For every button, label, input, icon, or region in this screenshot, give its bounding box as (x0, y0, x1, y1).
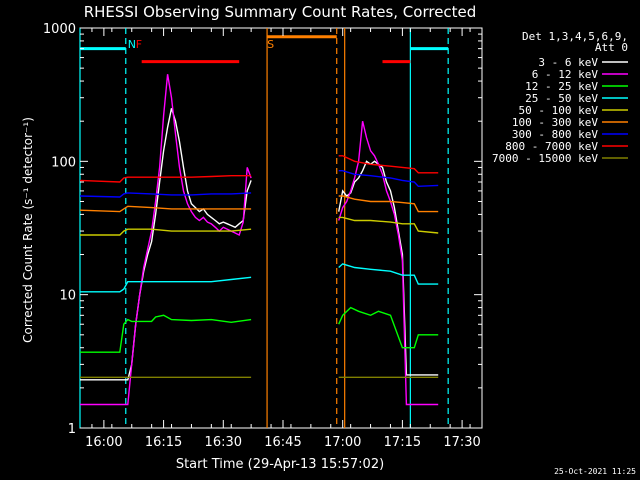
x-tick-label: 17:00 (324, 435, 361, 450)
y-tick-label: 1 (68, 422, 76, 437)
legend-item-label: 3 - 6 keV (538, 56, 598, 69)
series-line (79, 205, 252, 213)
annotation-label: F (136, 38, 142, 51)
legend-item-label: 50 - 100 keV (519, 104, 599, 117)
y-axis-label: Corrected Count Rate (s⁻¹ detector⁻¹) (21, 117, 35, 343)
x-axis-label: Start Time (29-Apr-13 15:57:02) (176, 457, 384, 472)
series-7 (79, 155, 439, 183)
legend-item-label: 12 - 25 keV (525, 80, 598, 93)
legend-item-label: 300 - 800 keV (512, 128, 598, 141)
series-line (338, 263, 439, 285)
x-tick-label: 17:30 (443, 435, 480, 450)
x-tick-label: 17:15 (384, 435, 421, 450)
series-3 (80, 263, 439, 293)
x-tick-label: 16:45 (264, 435, 301, 450)
series-line (80, 276, 252, 293)
series-4 (80, 216, 439, 236)
series-line (79, 174, 252, 183)
legend-item-label: 6 - 12 keV (532, 68, 599, 81)
legend-header-line2: Att 0 (595, 41, 628, 54)
footer-timestamp: 25-Oct-2021 11:25 (554, 467, 636, 476)
series-line (80, 314, 252, 353)
y-tick-label: 1000 (43, 22, 76, 37)
series-line (338, 121, 439, 406)
y-tick-label: 10 (59, 289, 76, 304)
legend-header-line1: Det 1,3,4,5,6,9, (522, 30, 628, 43)
annotation-label: S (267, 38, 274, 51)
annotation-label: N (128, 38, 136, 51)
x-axis: 16:00 16:15 16:30 16:45 17:00 17:15 17:30 (85, 28, 481, 450)
series-2 (80, 306, 439, 353)
y-tick-label: 100 (51, 155, 76, 170)
legend-item-label: 7000 - 15000 keV (492, 152, 598, 165)
series-line (338, 306, 439, 349)
series-line (79, 192, 252, 198)
x-tick-label: 16:15 (145, 435, 182, 450)
y-axis: 1 10 100 1000 (43, 22, 482, 437)
legend-item-label: 25 - 50 keV (525, 92, 598, 105)
series-line (80, 228, 252, 236)
legend-item-label: 100 - 300 keV (512, 116, 598, 129)
series-line (338, 169, 439, 188)
legend-item-label: 800 - 7000 keV (505, 140, 598, 153)
series-5 (79, 195, 439, 213)
series-6 (79, 169, 439, 198)
series-line (338, 195, 439, 213)
series-line (338, 216, 439, 234)
chart-title: RHESSI Observing Summary Count Rates, Co… (84, 3, 477, 21)
x-tick-label: 16:00 (85, 435, 122, 450)
x-tick-label: 16:30 (205, 435, 242, 450)
series-line (338, 155, 439, 174)
